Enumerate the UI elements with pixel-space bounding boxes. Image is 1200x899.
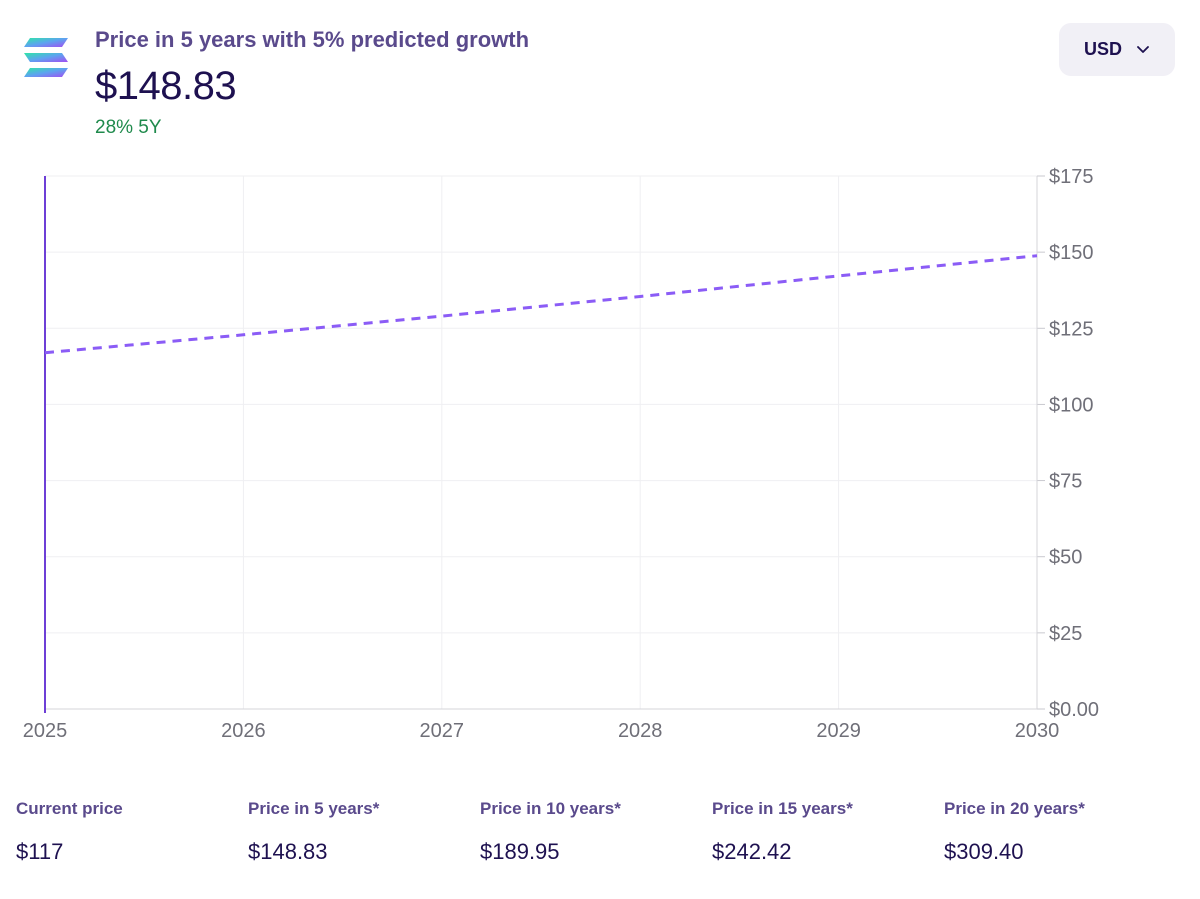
y-tick-label: $125 <box>1049 318 1094 340</box>
stat-current-price: Current price $117 <box>16 796 123 866</box>
chart-axes <box>44 175 1045 713</box>
data-point <box>1035 254 1039 258</box>
stat-value: $117 <box>16 839 64 864</box>
solana-logo-icon <box>24 38 68 77</box>
currency-select[interactable]: USD <box>1059 23 1175 76</box>
stat-value: $189.95 <box>480 839 560 864</box>
page-title: Price in 5 years with 5% predicted growt… <box>95 27 530 52</box>
stat-price-15-years: Price in 15 years* $242.42 <box>712 796 853 866</box>
currency-select-label: USD <box>1083 39 1122 59</box>
data-point <box>638 294 642 298</box>
series-line-predicted-price <box>44 254 1038 355</box>
y-tick-label: $150 <box>1049 242 1094 264</box>
y-tick-label: $175 <box>1049 166 1094 188</box>
data-point <box>43 351 47 355</box>
data-point <box>241 333 245 337</box>
stat-label: Price in 20 years* <box>944 799 1085 818</box>
price-chart: $0.00 $25 $50 $75 $100 $125 $150 $175 2025 2026 20… <box>23 166 1099 742</box>
y-tick-label: $25 <box>1049 623 1082 645</box>
data-point <box>837 274 841 278</box>
chart-series <box>43 254 1039 355</box>
change-badge: 28% 5Y <box>95 117 162 138</box>
x-tick-label: 2029 <box>816 720 861 742</box>
y-tick-label: $75 <box>1049 471 1082 493</box>
stat-label: Current price <box>16 799 123 818</box>
stat-label: Price in 10 years* <box>480 799 621 818</box>
chart-tick-labels: $0.00 $25 $50 $75 $100 $125 $150 $175 2025 2026 20… <box>23 166 1099 742</box>
y-tick-label: $100 <box>1049 394 1094 416</box>
price-header: Price in 5 years with 5% predicted growt… <box>95 26 529 140</box>
price-projections: Current price $117 Price in 5 years* $14… <box>0 796 1200 886</box>
x-tick-label: 2025 <box>23 720 68 742</box>
stat-value: $148.83 <box>248 839 328 864</box>
chart-grid <box>45 175 1037 709</box>
stat-price-5-years: Price in 5 years* $148.83 <box>248 796 379 866</box>
stat-value: $309.40 <box>944 839 1024 864</box>
stat-label: Price in 5 years* <box>248 799 380 818</box>
x-tick-label: 2027 <box>420 720 465 742</box>
x-tick-label: 2026 <box>221 720 266 742</box>
data-point <box>440 314 444 318</box>
stat-value: $242.42 <box>712 839 792 864</box>
stat-price-20-years: Price in 20 years* $309.40 <box>944 796 1085 866</box>
y-tick-label: $50 <box>1049 547 1082 569</box>
stat-label: Price in 15 years* <box>712 799 853 818</box>
chevron-down-icon <box>1137 45 1149 53</box>
predicted-price: $148.83 <box>95 64 237 108</box>
x-tick-label: 2030 <box>1015 720 1060 742</box>
stat-price-10-years: Price in 10 years* $189.95 <box>480 796 621 866</box>
x-tick-label: 2028 <box>618 720 663 742</box>
y-tick-label: $0.00 <box>1049 699 1099 721</box>
